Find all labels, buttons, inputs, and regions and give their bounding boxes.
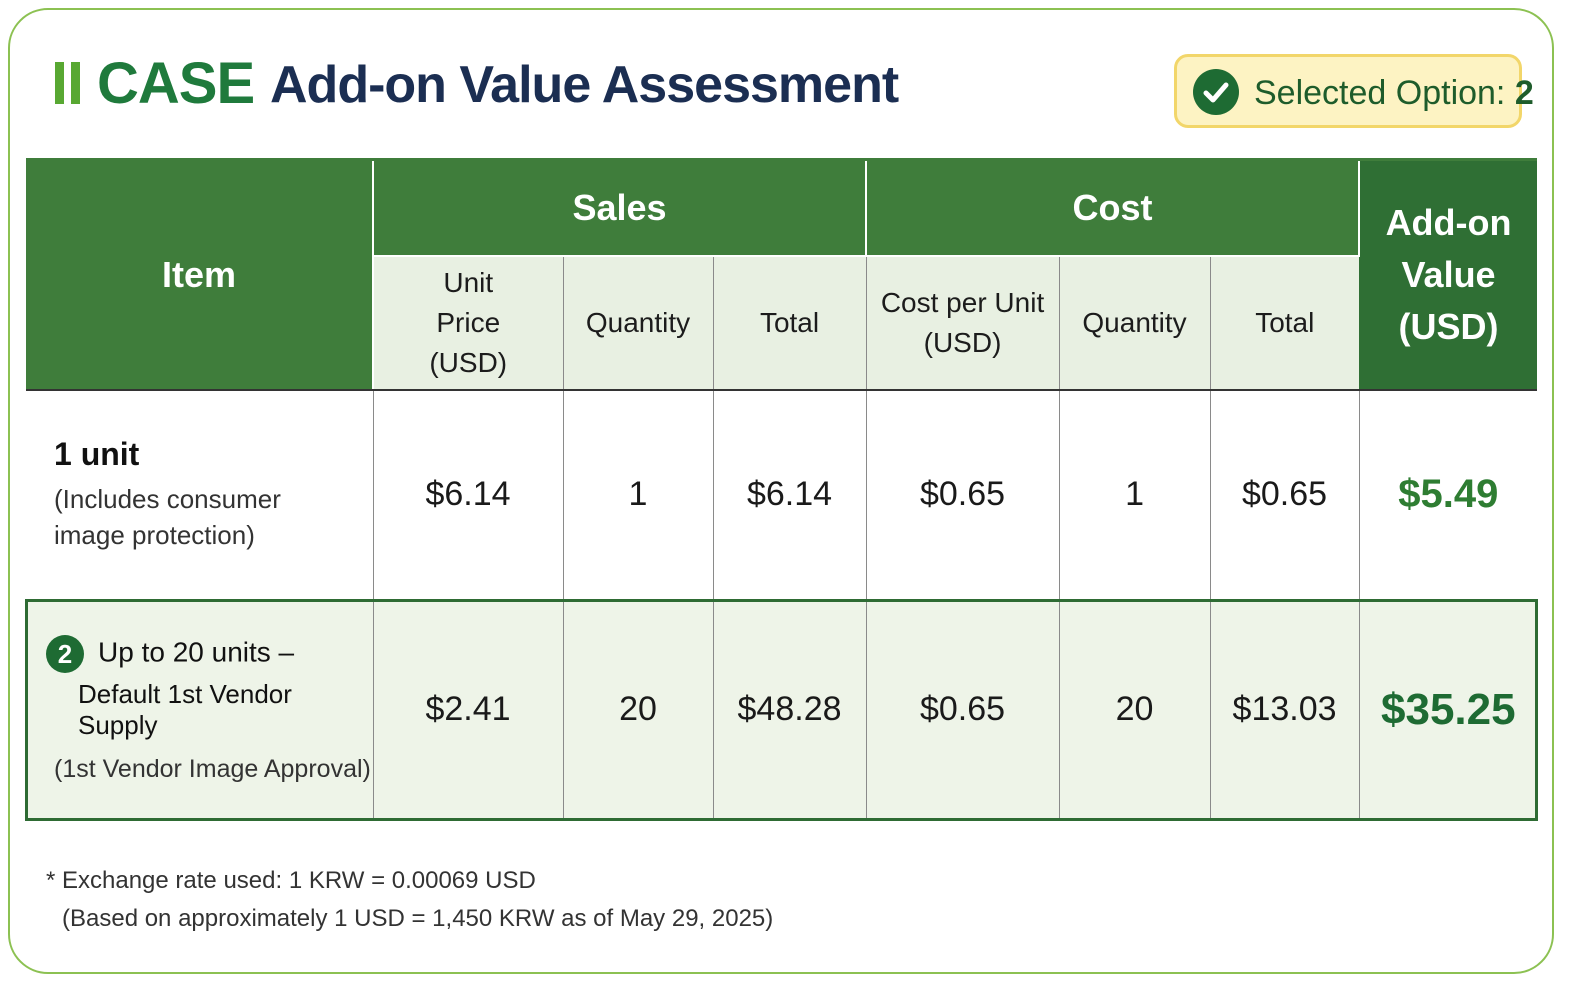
header-unit-price-label: Unit Price (USD) bbox=[429, 266, 508, 378]
header-cost-per-unit: Cost per Unit (USD) bbox=[866, 255, 1060, 391]
cell-quantity: 20 bbox=[563, 599, 714, 820]
cell-sales-total: $6.14 bbox=[713, 389, 867, 600]
row-title-text: Up to 20 units – bbox=[98, 636, 295, 668]
header-cost: Cost bbox=[866, 158, 1361, 257]
row-item: 2 Up to 20 units – Default 1st Vendor Sup… bbox=[26, 599, 374, 820]
row-subtitle: (1st Vendor Image Approval) bbox=[54, 755, 371, 784]
footnote-basis: (Based on approximately 1 USD = 1,450 KR… bbox=[62, 905, 774, 932]
header-sales-total: Total bbox=[713, 255, 867, 391]
cell-cost-total: $0.65 bbox=[1210, 389, 1360, 600]
brand-name: CASE bbox=[97, 51, 255, 116]
header-cost-per-unit-label: Cost per Unit (USD) bbox=[880, 286, 1045, 358]
table-row: 1 unit (Includes consumer image protecti… bbox=[26, 389, 1538, 600]
cell-sales-total: $48.28 bbox=[713, 599, 867, 820]
header-cost-total: Total bbox=[1210, 255, 1360, 391]
value-table: Item Sales Cost Add-on Value (USD) Unit … bbox=[24, 158, 1539, 821]
selected-option-text: Selected Option: 2 bbox=[1254, 74, 1534, 113]
brand-logo-bars bbox=[55, 62, 81, 104]
row-subtitle: (Includes consumer image protection) bbox=[54, 484, 281, 551]
row-title-line1: 2 Up to 20 units – bbox=[46, 635, 373, 674]
cell-quantity: 1 bbox=[563, 389, 714, 600]
header-sales-quantity: Quantity bbox=[563, 255, 714, 391]
cell-cost-quantity: 1 bbox=[1059, 389, 1211, 600]
cell-cost-quantity: 20 bbox=[1059, 599, 1211, 820]
header-addon-value: Add-on Value (USD) bbox=[1359, 158, 1538, 391]
table-row-selected: 2 Up to 20 units – Default 1st Vendor Sup… bbox=[24, 598, 1539, 821]
header-item: Item bbox=[26, 158, 374, 391]
option-number-badge: 2 bbox=[46, 635, 84, 674]
selected-option-label: Selected Option: bbox=[1254, 74, 1506, 112]
cell-addon-value: $5.49 bbox=[1359, 389, 1538, 600]
row-title-line2: Default 1st Vendor Supply bbox=[78, 679, 292, 741]
cell-addon-value: $35.25 bbox=[1359, 599, 1538, 820]
header-addon-value-label: Add-on Value (USD) bbox=[1385, 201, 1512, 347]
selected-option-badge: Selected Option: 2 bbox=[1174, 54, 1534, 128]
footnote-exchange-rate: * Exchange rate used: 1 KRW = 0.00069 US… bbox=[46, 867, 536, 894]
row-title: 1 unit bbox=[54, 436, 140, 473]
cell-unit-price: $2.41 bbox=[373, 599, 564, 820]
header-cost-quantity: Quantity bbox=[1059, 255, 1211, 391]
cell-cost-per-unit: $0.65 bbox=[866, 599, 1060, 820]
selected-option-value: 2 bbox=[1514, 74, 1534, 112]
cell-cost-per-unit: $0.65 bbox=[866, 389, 1060, 600]
header-sales: Sales bbox=[373, 158, 868, 257]
row-item: 1 unit (Includes consumer image protecti… bbox=[26, 389, 374, 600]
footnote: * Exchange rate used: 1 KRW = 0.00069 US… bbox=[46, 862, 773, 938]
cell-cost-total: $13.03 bbox=[1210, 599, 1360, 820]
cell-unit-price: $6.14 bbox=[373, 389, 564, 600]
header-unit-price: Unit Price (USD) bbox=[373, 255, 564, 391]
page-title: Add-on Value Assessment bbox=[270, 56, 899, 114]
check-circle-icon bbox=[1193, 69, 1239, 115]
